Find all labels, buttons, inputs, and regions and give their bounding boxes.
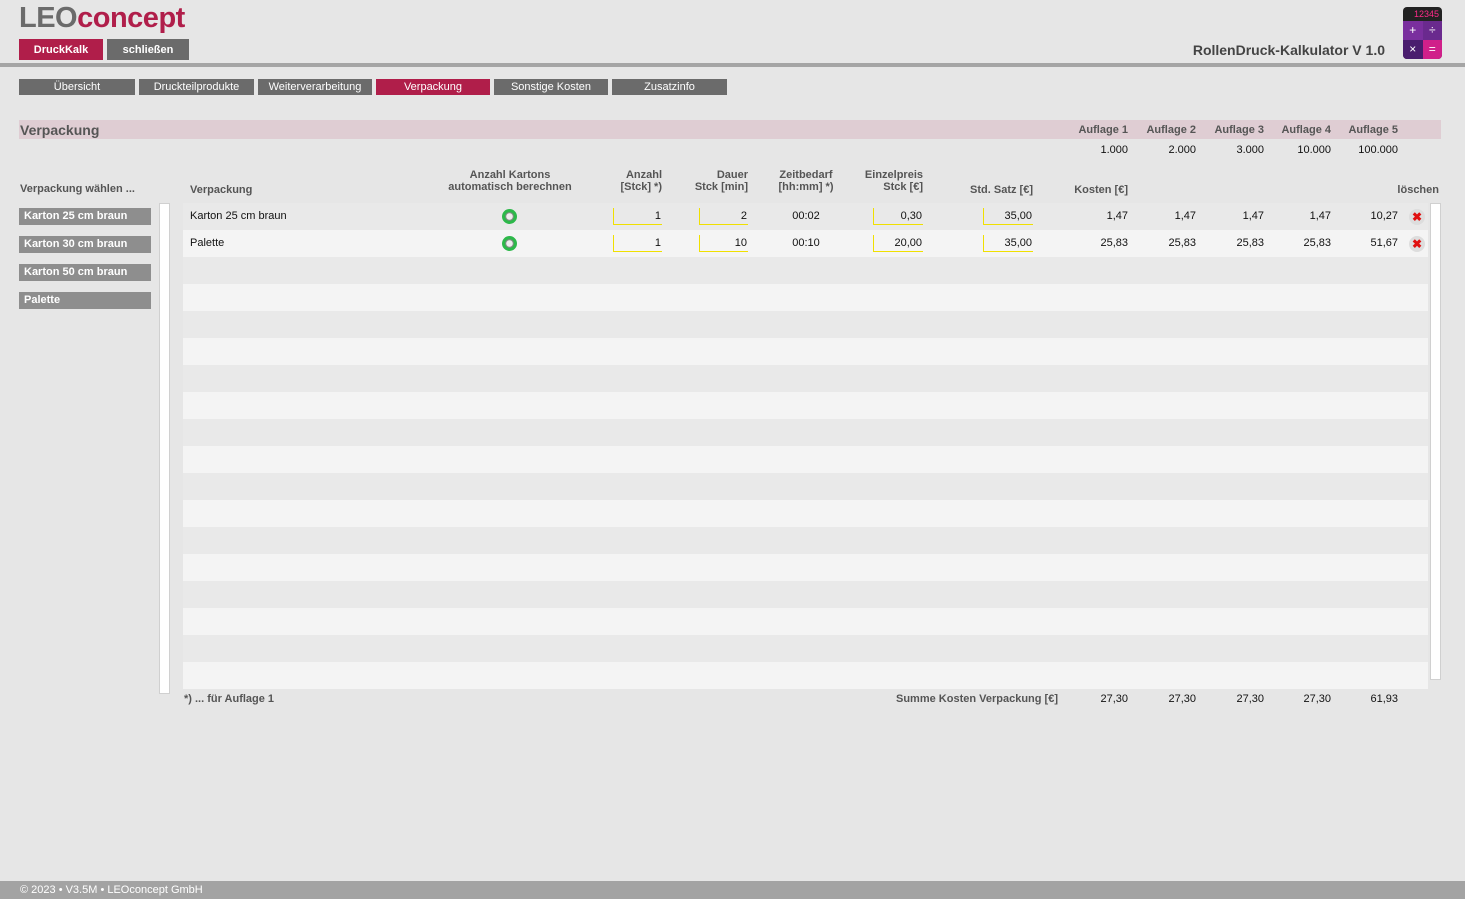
auflage-quantity: 2.000 [1168,144,1196,156]
auflage-header: Auflage 2 [1146,124,1196,136]
table-row [183,500,1428,527]
tab-druckteilprodukte[interactable]: Druckteilprodukte [139,79,254,95]
sidebar-title: Verpackung wählen ... [20,183,135,195]
table-row [183,473,1428,500]
table-row [183,284,1428,311]
sidebar-item-karton-25[interactable]: Karton 25 cm braun [19,208,151,225]
auflage-header: Auflage 5 [1348,124,1398,136]
row-name: Palette [190,237,225,249]
table-row [183,365,1428,392]
kosten-value: 25,83 [1303,237,1331,249]
auflage-header: Auflage 4 [1281,124,1331,136]
app-title: RollenDruck-Kalkulator V 1.0 [1192,42,1385,58]
kosten-value: 25,83 [1168,237,1196,249]
einzelpreis-input[interactable]: 0,30 [873,208,923,225]
tab-verpackung[interactable]: Verpackung [376,79,490,95]
col-anzahl: Anzahl [Stck] *) [620,169,662,193]
col-loeschen: löschen [1397,184,1439,196]
std-satz-input[interactable]: 35,00 [983,235,1033,252]
row-name: Karton 25 cm braun [190,210,287,222]
auflage-header: Auflage 1 [1078,124,1128,136]
table-row [183,608,1428,635]
table-row [183,635,1428,662]
sidebar-item-karton-50[interactable]: Karton 50 cm braun [19,264,151,281]
sum-value: 61,93 [1370,693,1398,705]
table-row [183,527,1428,554]
kosten-value: 1,47 [1106,210,1128,222]
calculator-icon: 12345 + ÷ × = [1403,7,1442,59]
std-satz-input[interactable]: 35,00 [983,208,1033,225]
table-row [183,419,1428,446]
delete-icon[interactable]: ✖ [1409,209,1425,225]
dauer-input[interactable]: 10 [699,235,748,252]
sum-value: 27,30 [1100,693,1128,705]
table-row [183,662,1428,689]
footer: © 2023 • V3.5M • LEOconcept GmbH [0,881,1465,899]
sidebar-item-palette[interactable]: Palette [19,292,151,309]
kosten-value: 10,27 [1370,210,1398,222]
col-dauer: Dauer Stck [min] [694,169,748,193]
col-kosten: Kosten [€] [1074,184,1128,196]
table-row [183,446,1428,473]
kosten-value: 51,67 [1370,237,1398,249]
section-band [19,120,1441,139]
table-row [183,554,1428,581]
tab-weiterverarbeitung[interactable]: Weiterverarbeitung [258,79,372,95]
table-row: Palette 1 10 00:10 20,00 35,00 25,83 25,83 25,83… [183,230,1428,257]
table-row [183,581,1428,608]
einzelpreis-input[interactable]: 20,00 [873,235,923,252]
logo: LEOconcept [19,2,185,34]
section-title: Verpackung [20,122,100,138]
kosten-value: 1,47 [1309,210,1331,222]
zeitbedarf: 00:10 [792,237,820,249]
table-row [183,311,1428,338]
auflage-quantity: 1.000 [1100,144,1128,156]
tab-sonstige-kosten[interactable]: Sonstige Kosten [494,79,608,95]
kosten-value: 25,83 [1100,237,1128,249]
auflage-quantity: 100.000 [1358,144,1398,156]
col-zeitbedarf: Zeitbedarf [hh:mm] *) [778,169,834,193]
table-row [183,338,1428,365]
anzahl-input[interactable]: 1 [613,208,662,225]
col-auto: Anzahl Kartons automatisch berechnen [448,169,572,193]
col-verpackung: Verpackung [190,184,253,196]
col-std-satz: Std. Satz [€] [970,184,1033,196]
auto-calc-icon[interactable] [502,236,517,251]
tab-zusatzinfo[interactable]: Zusatzinfo [612,79,727,95]
sum-label: Summe Kosten Verpackung [€] [896,693,1058,705]
sidebar-item-karton-30[interactable]: Karton 30 cm braun [19,236,151,253]
col-einzelpreis: Einzelpreis Stck [€] [864,169,923,193]
auto-calc-icon[interactable] [502,209,517,224]
auflage-quantity: 3.000 [1236,144,1264,156]
footnote: *) ... für Auflage 1 [184,693,275,705]
kosten-value: 25,83 [1236,237,1264,249]
table-row [183,392,1428,419]
delete-icon[interactable]: ✖ [1409,236,1425,252]
kosten-value: 1,47 [1242,210,1264,222]
table-row: Karton 25 cm braun 1 2 00:02 0,30 35,00 1,47 1,… [183,203,1428,230]
auflage-header: Auflage 3 [1214,124,1264,136]
table-scrollbar[interactable] [1430,203,1441,680]
dauer-input[interactable]: 2 [699,208,748,225]
header-divider [0,63,1465,67]
close-button[interactable]: schließen [107,39,189,60]
kosten-value: 1,47 [1174,210,1196,222]
zeitbedarf: 00:02 [792,210,820,222]
sum-value: 27,30 [1168,693,1196,705]
anzahl-input[interactable]: 1 [613,235,662,252]
sum-value: 27,30 [1303,693,1331,705]
table-row [183,257,1428,284]
auflage-quantity: 10.000 [1297,144,1331,156]
sum-value: 27,30 [1236,693,1264,705]
tab-uebersicht[interactable]: Übersicht [19,79,135,95]
sidebar-scrollbar[interactable] [159,203,170,694]
druckkalk-button[interactable]: DruckKalk [19,39,103,60]
